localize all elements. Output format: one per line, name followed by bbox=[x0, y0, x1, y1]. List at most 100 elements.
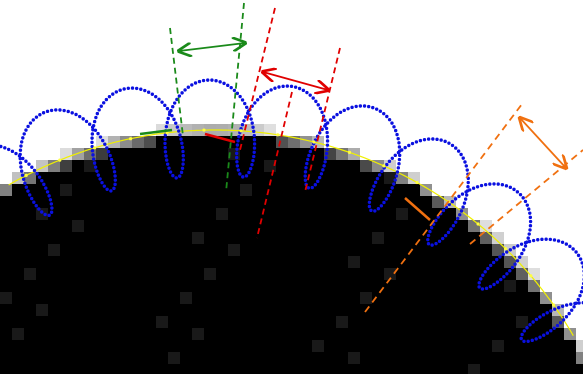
pixel bbox=[204, 148, 216, 160]
pixel bbox=[48, 196, 60, 208]
pixel bbox=[144, 316, 156, 328]
pixel bbox=[252, 196, 264, 208]
pixel bbox=[192, 232, 204, 244]
pixel bbox=[420, 292, 432, 304]
pixel bbox=[240, 340, 252, 352]
pixel bbox=[372, 292, 384, 304]
pixel bbox=[156, 364, 168, 374]
pixel bbox=[384, 352, 396, 364]
pixel bbox=[144, 292, 156, 304]
pixel bbox=[336, 304, 348, 316]
pixel bbox=[96, 244, 108, 256]
pixel bbox=[0, 340, 12, 352]
pixel bbox=[0, 316, 12, 328]
pixel bbox=[180, 304, 192, 316]
pixel bbox=[228, 208, 240, 220]
pixel bbox=[456, 244, 468, 256]
pixel bbox=[108, 244, 120, 256]
pixel bbox=[108, 196, 120, 208]
pixel bbox=[36, 340, 48, 352]
pixel bbox=[564, 364, 576, 374]
pixel bbox=[108, 220, 120, 232]
pixel bbox=[228, 352, 240, 364]
pixel bbox=[156, 196, 168, 208]
pixel bbox=[468, 316, 480, 328]
pixel bbox=[480, 364, 492, 374]
pixel bbox=[444, 232, 456, 244]
pixel bbox=[336, 244, 348, 256]
pixel bbox=[192, 328, 204, 340]
pixel bbox=[312, 268, 324, 280]
pixel bbox=[264, 364, 276, 374]
pixel bbox=[516, 280, 528, 292]
pixel bbox=[120, 196, 132, 208]
pixel bbox=[0, 268, 12, 280]
pixel bbox=[72, 160, 84, 172]
pixel bbox=[456, 232, 468, 244]
pixel bbox=[120, 232, 132, 244]
pixel bbox=[180, 148, 192, 160]
pixel bbox=[0, 244, 12, 256]
pixel bbox=[384, 208, 396, 220]
pixel bbox=[132, 352, 144, 364]
pixel bbox=[348, 256, 360, 268]
pixel bbox=[576, 364, 583, 374]
pixel bbox=[348, 172, 360, 184]
pixel bbox=[180, 208, 192, 220]
sample-point bbox=[312, 140, 315, 143]
pixel bbox=[252, 316, 264, 328]
pixel bbox=[348, 340, 360, 352]
pixel bbox=[456, 316, 468, 328]
pixel bbox=[216, 256, 228, 268]
pixel bbox=[72, 148, 84, 160]
pixel bbox=[384, 364, 396, 374]
pixel bbox=[48, 340, 60, 352]
pixel bbox=[132, 292, 144, 304]
pixel bbox=[492, 328, 504, 340]
pixel bbox=[480, 328, 492, 340]
pixel bbox=[240, 316, 252, 328]
pixel bbox=[180, 328, 192, 340]
pixel bbox=[276, 208, 288, 220]
pixel bbox=[348, 184, 360, 196]
pixel bbox=[108, 316, 120, 328]
pixel bbox=[300, 328, 312, 340]
pixel bbox=[516, 304, 528, 316]
pixel bbox=[0, 304, 12, 316]
pixel bbox=[36, 220, 48, 232]
pixel bbox=[132, 148, 144, 160]
pixel bbox=[276, 268, 288, 280]
pixel bbox=[444, 316, 456, 328]
pixel bbox=[480, 316, 492, 328]
pixel bbox=[276, 292, 288, 304]
pixel bbox=[204, 280, 216, 292]
pixel bbox=[264, 184, 276, 196]
pixel bbox=[228, 364, 240, 374]
pixel bbox=[84, 340, 96, 352]
pixel bbox=[432, 352, 444, 364]
pixel bbox=[228, 292, 240, 304]
pixel bbox=[180, 244, 192, 256]
pixel bbox=[132, 328, 144, 340]
pixel bbox=[360, 160, 372, 172]
pixel bbox=[48, 364, 60, 374]
pixel bbox=[384, 172, 396, 184]
pixel bbox=[444, 244, 456, 256]
pixel bbox=[192, 352, 204, 364]
pixel bbox=[360, 268, 372, 280]
pixel bbox=[276, 136, 288, 148]
pixel bbox=[252, 148, 264, 160]
pixel bbox=[144, 184, 156, 196]
pixel bbox=[360, 244, 372, 256]
pixel bbox=[48, 316, 60, 328]
pixel bbox=[204, 292, 216, 304]
pixel bbox=[396, 292, 408, 304]
pixel bbox=[204, 316, 216, 328]
pixel bbox=[24, 280, 36, 292]
pixel bbox=[348, 208, 360, 220]
pixel bbox=[144, 148, 156, 160]
pixel bbox=[252, 304, 264, 316]
pixel bbox=[204, 172, 216, 184]
pixel bbox=[336, 268, 348, 280]
pixel bbox=[336, 364, 348, 374]
